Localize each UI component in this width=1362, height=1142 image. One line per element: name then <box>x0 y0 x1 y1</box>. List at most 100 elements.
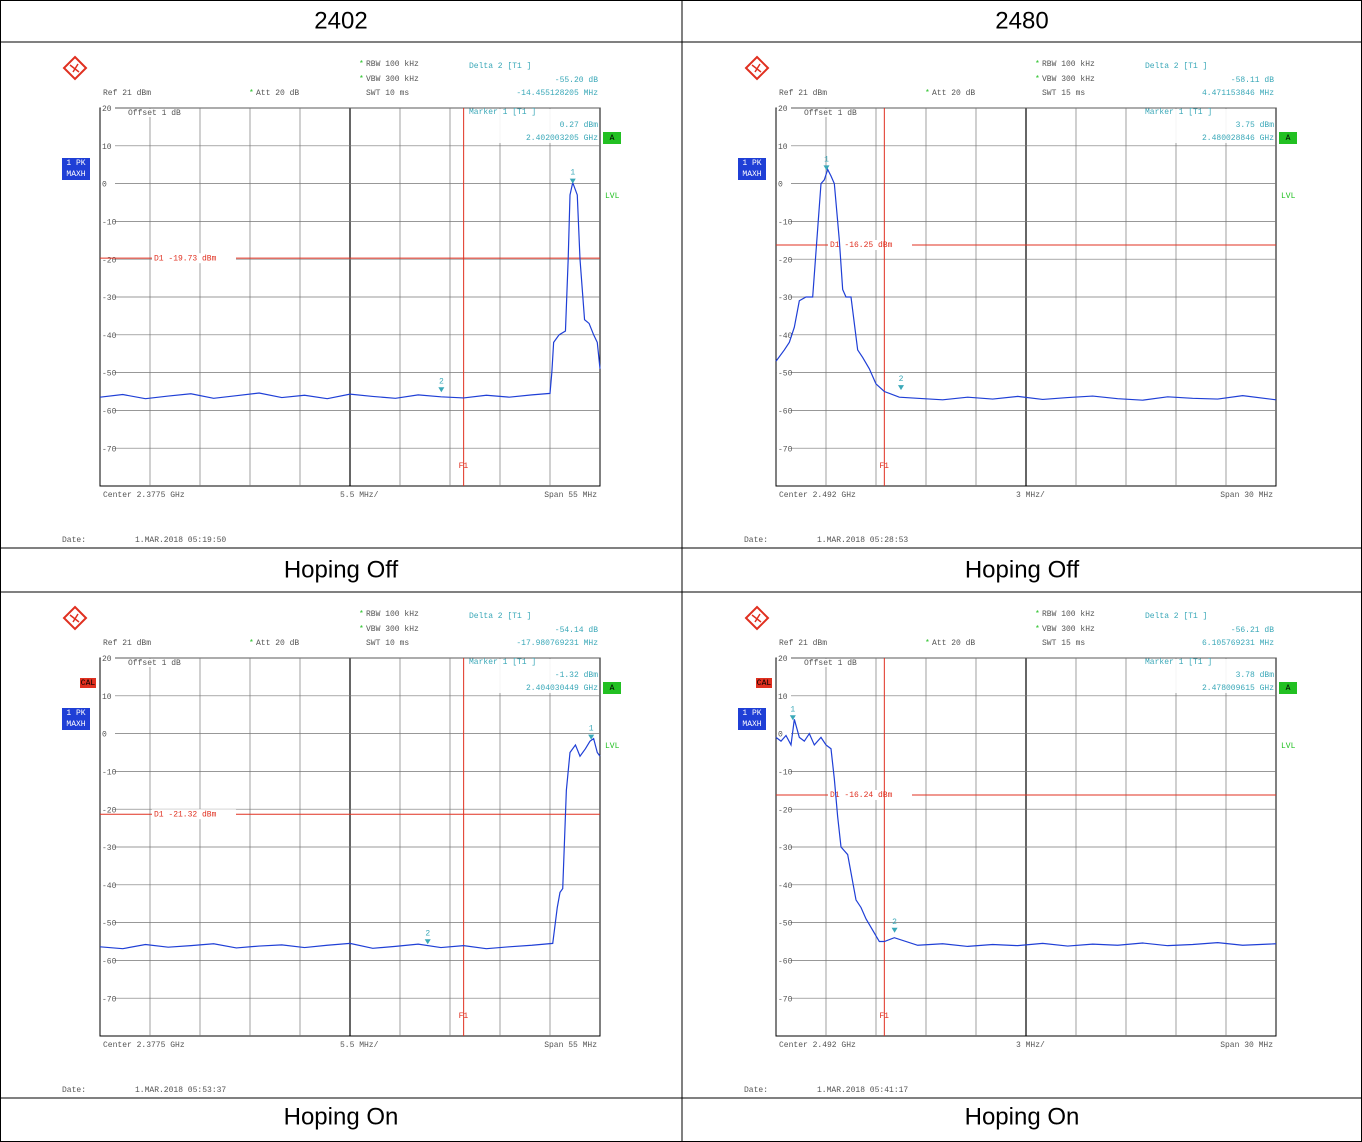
tick-label-bg <box>777 179 791 188</box>
trace-mode-box <box>738 158 766 180</box>
star: * <box>359 75 364 84</box>
y-tick-label: -10 <box>102 219 117 228</box>
y-tick-label: -40 <box>102 882 117 891</box>
tick-label-bg <box>101 843 115 851</box>
display-line-label: D1 -21.32 dBm <box>154 810 217 819</box>
trace-mode: 1 PK <box>66 709 85 718</box>
tick-label-bg <box>777 368 791 377</box>
delta-title: Delta 2 [T1 ] <box>1145 612 1207 621</box>
offset: Offset 1 dB <box>128 659 181 668</box>
tick-label-bg <box>777 141 791 150</box>
marker-freq: 2.404030449 GHz <box>526 684 598 693</box>
center-freq: Center 2.492 GHz <box>779 1041 856 1050</box>
delta-level: -56.21 dB <box>1231 626 1274 635</box>
vbw: VBW 300 kHz <box>366 625 419 634</box>
y-tick-label: -40 <box>102 332 117 341</box>
y-tick-label: 0 <box>102 731 107 740</box>
date-label: Date: <box>62 1086 86 1095</box>
tick-label-bg <box>777 217 791 226</box>
delta-level: -54.14 dB <box>555 626 598 635</box>
row-caption: Hoping On <box>965 1103 1080 1130</box>
y-tick-label: -50 <box>102 920 117 929</box>
tick-label-bg <box>101 918 115 927</box>
offset-bg <box>802 109 862 117</box>
a-box <box>1279 132 1297 144</box>
marker-label: 1 <box>570 169 575 178</box>
offset: Offset 1 dB <box>128 109 181 118</box>
date: 1.MAR.2018 05:19:50 <box>135 536 226 545</box>
y-tick-label: -20 <box>102 806 117 815</box>
ref-level: Ref 21 dBm <box>103 639 151 648</box>
star: * <box>249 639 254 648</box>
y-tick-label: -10 <box>102 769 117 778</box>
tick-label-bg <box>777 406 791 415</box>
tick-label-bg <box>101 880 115 889</box>
column-header: 2402 <box>314 7 367 34</box>
y-tick-label: -30 <box>778 844 793 853</box>
rbw: RBW 100 kHz <box>366 610 419 619</box>
tick-label-bg <box>101 994 115 1003</box>
row-caption: Hoping On <box>284 1103 399 1130</box>
star: * <box>925 89 930 98</box>
rs-logo-mark <box>69 613 80 623</box>
y-tick-label: -50 <box>778 920 793 929</box>
display-line-label: D1 -16.24 dBm <box>830 791 893 800</box>
marker <box>588 734 595 740</box>
row-caption: Hoping Off <box>284 556 399 583</box>
marker-readout-bg <box>1142 109 1275 143</box>
cal-label: CAL <box>757 679 772 688</box>
y-tick-label: 20 <box>778 655 788 664</box>
a-label: A <box>1286 684 1291 693</box>
y-tick-label: 0 <box>102 181 107 190</box>
display-line-label-bg <box>152 809 236 820</box>
date: 1.MAR.2018 05:41:17 <box>817 1086 908 1095</box>
tick-label-bg <box>777 729 791 738</box>
a-box <box>603 132 621 144</box>
marker <box>789 715 796 721</box>
trace <box>99 180 601 400</box>
row-caption: Hoping Off <box>965 556 1080 583</box>
tick-label-bg <box>777 654 791 662</box>
y-tick-label: 10 <box>102 693 112 702</box>
span: Span 30 MHz <box>1220 1041 1273 1050</box>
rs-logo-mark <box>69 63 80 73</box>
attenuation: Att 20 dB <box>932 639 975 648</box>
delta-freq: -17.980769231 MHz <box>516 639 598 648</box>
ref-level: Ref 21 dBm <box>779 639 827 648</box>
trace-mode-box <box>738 708 766 730</box>
tick-label-bg <box>101 104 115 112</box>
tick-label-bg <box>777 805 791 814</box>
rbw: RBW 100 kHz <box>1042 610 1095 619</box>
trace <box>775 167 1277 401</box>
vbw: VBW 300 kHz <box>1042 625 1095 634</box>
delta-level: -55.20 dB <box>555 76 598 85</box>
marker-freq: 2.402003205 GHz <box>526 134 598 143</box>
span: Span 30 MHz <box>1220 491 1273 500</box>
marker-label: 2 <box>439 377 444 386</box>
delta-title: Delta 2 [T1 ] <box>469 612 531 621</box>
marker <box>898 385 904 391</box>
y-tick-label: -30 <box>778 294 793 303</box>
frequency-line-label: F1 <box>879 1012 889 1021</box>
delta-title: Delta 2 [T1 ] <box>469 62 531 71</box>
y-tick-label: -60 <box>102 958 117 967</box>
freq-per-div: 5.5 MHz/ <box>340 1041 379 1050</box>
marker-title: Marker 1 [T1 ] <box>469 108 536 117</box>
delta-freq: 6.105769231 MHz <box>1202 639 1274 648</box>
star: * <box>1035 60 1040 69</box>
tick-label-bg <box>101 217 115 226</box>
marker-title: Marker 1 [T1 ] <box>1145 108 1212 117</box>
star: * <box>359 60 364 69</box>
trace-mode: 1 PK <box>742 709 761 718</box>
y-tick-label: -70 <box>102 445 117 454</box>
frequency-line-label: F1 <box>459 1012 469 1021</box>
star: * <box>359 610 364 619</box>
marker-level: 3.78 dBm <box>1236 671 1275 680</box>
offset-bg <box>126 659 186 667</box>
y-tick-label: 10 <box>102 143 112 152</box>
date-label: Date: <box>62 536 86 545</box>
attenuation: Att 20 dB <box>256 639 299 648</box>
y-tick-label: -40 <box>778 882 793 891</box>
marker-freq: 2.478009615 GHz <box>1202 684 1274 693</box>
y-tick-label: -30 <box>102 844 117 853</box>
